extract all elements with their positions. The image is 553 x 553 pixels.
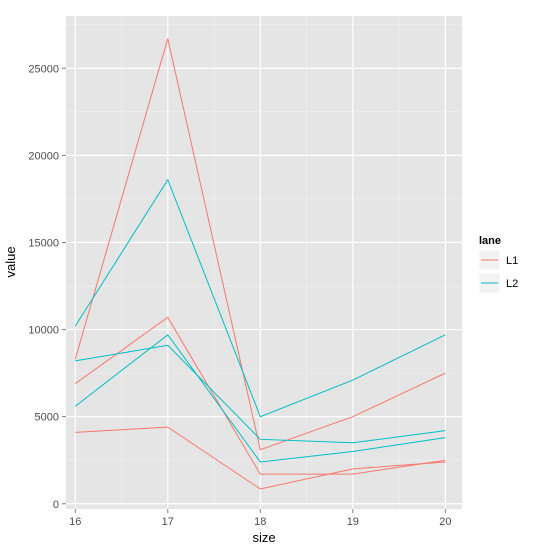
legend: lane L1 L2 (478, 235, 518, 294)
y-tick-label: 5000 (35, 412, 59, 424)
x-tick-label: 16 (69, 516, 81, 528)
legend-entry-l1: L1 (478, 249, 518, 271)
y-axis-ticks: 0 5000 10000 15000 20000 25000 (28, 63, 66, 511)
x-tick-label: 19 (347, 516, 359, 528)
y-axis-title: value (3, 246, 18, 277)
minor-gridlines (66, 16, 462, 509)
plot-panel (66, 16, 462, 509)
x-tick-label: 18 (254, 516, 266, 528)
legend-label-l1: L1 (506, 255, 518, 267)
series-line-l1-2 (74, 316, 446, 475)
major-gridlines (66, 16, 462, 509)
legend-entry-l2: L2 (478, 272, 518, 294)
y-tick-label: 15000 (28, 237, 59, 249)
y-tick-label: 25000 (28, 63, 59, 75)
y-tick-label: 0 (53, 499, 59, 511)
y-tick-label: 20000 (28, 150, 59, 162)
series-line-l1-3 (75, 426, 446, 490)
series-line-l2-5 (75, 344, 446, 444)
y-tick-label: 10000 (28, 325, 59, 337)
legend-title: lane (479, 235, 501, 247)
x-axis-title: size (252, 530, 275, 545)
series-lines (74, 38, 446, 490)
legend-label-l2: L2 (506, 278, 518, 290)
x-axis-ticks: 16 17 18 19 20 (69, 509, 451, 528)
x-tick-label: 17 (162, 516, 174, 528)
x-tick-label: 20 (439, 516, 451, 528)
series-line-l2-4 (74, 178, 446, 418)
series-line-l2-6 (74, 334, 446, 463)
series-line-l1-1 (74, 38, 446, 451)
